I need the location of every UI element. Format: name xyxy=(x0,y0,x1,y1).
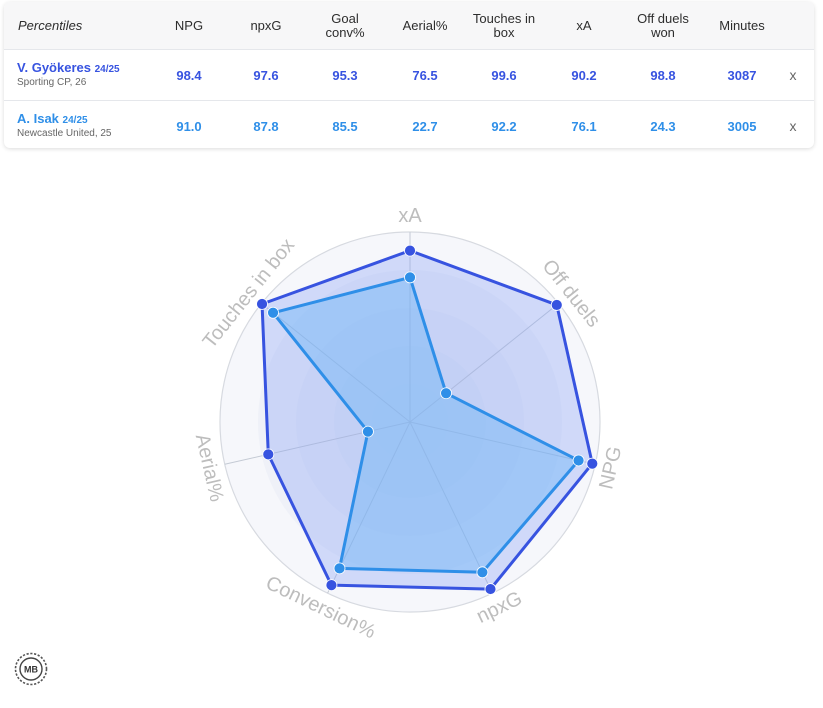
radar-point[interactable] xyxy=(440,387,452,400)
value-npg: 91.0 xyxy=(176,118,202,134)
value-touches-in-box: 99.6 xyxy=(491,67,517,83)
player-name[interactable]: A. Isak xyxy=(17,111,59,126)
radar-series xyxy=(256,244,599,595)
value-minutes: 3087 xyxy=(727,67,757,83)
value-goal-conv: 95.3 xyxy=(332,67,358,83)
radar-point[interactable] xyxy=(267,306,279,319)
player-info: A. Isak 24/25 Newcastle United, 25 xyxy=(17,111,112,140)
radar-point[interactable] xyxy=(476,566,489,579)
remove-player-button[interactable]: x xyxy=(789,118,797,134)
player-info: V. Gyökeres 24/25 Sporting CP, 26 xyxy=(17,60,120,89)
radar-axis-line xyxy=(409,421,493,594)
table-row: A. Isak 24/25 Newcastle United, 25 91.0 … xyxy=(4,101,814,151)
value-aerial: 76.5 xyxy=(412,67,438,83)
player-club: Newcastle United, 25 xyxy=(17,128,112,139)
radar-point[interactable] xyxy=(262,448,275,461)
radar-axis-line xyxy=(409,303,559,423)
radar-point[interactable] xyxy=(333,562,346,575)
header-goal-conv[interactable]: Goal conv% xyxy=(325,10,365,40)
radar-point[interactable] xyxy=(404,244,416,257)
value-npg: 98.4 xyxy=(176,67,202,83)
radar-axis-line xyxy=(261,303,411,423)
value-minutes: 3005 xyxy=(727,118,757,134)
value-xa: 90.2 xyxy=(571,67,597,83)
value-xa: 76.1 xyxy=(571,118,597,134)
value-off-duels-won: 24.3 xyxy=(650,118,676,134)
logo-text: MB xyxy=(24,665,38,675)
player-club: Sporting CP, 26 xyxy=(17,77,87,88)
percentiles-table: Percentiles NPG npxG Goal conv% Aerial% … xyxy=(4,2,814,148)
radar-point[interactable] xyxy=(362,425,374,438)
radar-axis-line xyxy=(224,421,411,465)
header-npg[interactable]: NPG xyxy=(174,17,204,33)
radar-point[interactable] xyxy=(550,299,563,311)
mb-logo: MB xyxy=(14,652,48,686)
value-npxg: 87.8 xyxy=(253,118,279,134)
header-off-duels-won[interactable]: Off duels won xyxy=(637,10,689,40)
remove-player-button[interactable]: x xyxy=(789,67,797,83)
radar-point[interactable] xyxy=(586,457,599,470)
header-touches-in-box[interactable]: Touches in box xyxy=(472,10,536,40)
value-goal-conv: 85.5 xyxy=(332,118,358,134)
value-touches-in-box: 92.2 xyxy=(491,118,517,134)
table-row: V. Gyökeres 24/25 Sporting CP, 26 98.4 9… xyxy=(4,50,814,101)
value-off-duels-won: 98.8 xyxy=(650,67,676,83)
radar-axis-line xyxy=(409,421,596,465)
radar-point[interactable] xyxy=(484,583,497,595)
radar-point[interactable] xyxy=(572,454,585,467)
player-name[interactable]: V. Gyökeres xyxy=(17,60,91,75)
radar-axis-label: xA xyxy=(398,205,422,227)
radar-point[interactable] xyxy=(256,298,268,310)
radar-series-area xyxy=(271,275,581,574)
header-percentiles: Percentiles xyxy=(18,17,83,33)
header-xa[interactable]: xA xyxy=(576,17,592,33)
radar-axis-lines xyxy=(224,232,596,594)
table-header: Percentiles NPG npxG Goal conv% Aerial% … xyxy=(4,2,814,50)
radar-axis-label: NPG xyxy=(595,444,626,491)
radar-point[interactable] xyxy=(325,579,338,592)
header-aerial[interactable]: Aerial% xyxy=(402,17,448,33)
header-minutes[interactable]: Minutes xyxy=(719,17,765,33)
radar-series-area xyxy=(260,249,594,591)
player-season: 24/25 xyxy=(62,115,88,126)
player-season: 24/25 xyxy=(94,64,120,75)
value-aerial: 22.7 xyxy=(412,118,438,134)
header-npxg[interactable]: npxG xyxy=(250,17,282,33)
radar-point[interactable] xyxy=(404,271,416,284)
value-npxg: 97.6 xyxy=(253,67,279,83)
